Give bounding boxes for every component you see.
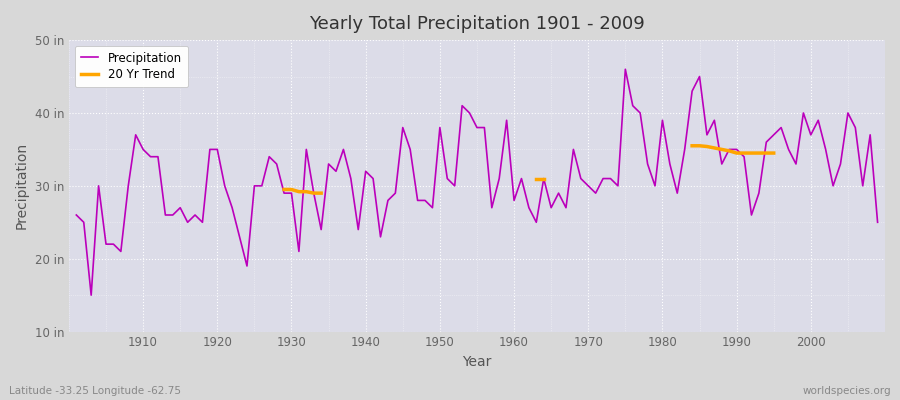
20 Yr Trend — [301, 189, 311, 194]
20 Yr Trend — [309, 191, 320, 196]
Precipitation — [508, 198, 519, 203]
Precipitation — [620, 67, 631, 72]
Line: Precipitation: Precipitation — [76, 69, 878, 295]
20 Yr Trend — [293, 189, 304, 194]
20 Yr Trend — [286, 187, 297, 192]
Precipitation — [346, 176, 356, 181]
Precipitation — [71, 212, 82, 217]
Y-axis label: Precipitation: Precipitation — [15, 142, 29, 230]
Precipitation — [138, 147, 148, 152]
Line: 20 Yr Trend: 20 Yr Trend — [284, 190, 321, 193]
X-axis label: Year: Year — [463, 355, 491, 369]
Legend: Precipitation, 20 Yr Trend: Precipitation, 20 Yr Trend — [75, 46, 188, 87]
Text: Latitude -33.25 Longitude -62.75: Latitude -33.25 Longitude -62.75 — [9, 386, 181, 396]
20 Yr Trend — [279, 187, 290, 192]
Precipitation — [86, 293, 96, 298]
Text: worldspecies.org: worldspecies.org — [803, 386, 891, 396]
Title: Yearly Total Precipitation 1901 - 2009: Yearly Total Precipitation 1901 - 2009 — [309, 15, 644, 33]
20 Yr Trend — [316, 191, 327, 196]
Precipitation — [516, 176, 526, 181]
Precipitation — [605, 176, 616, 181]
Precipitation — [301, 147, 311, 152]
Precipitation — [872, 220, 883, 225]
